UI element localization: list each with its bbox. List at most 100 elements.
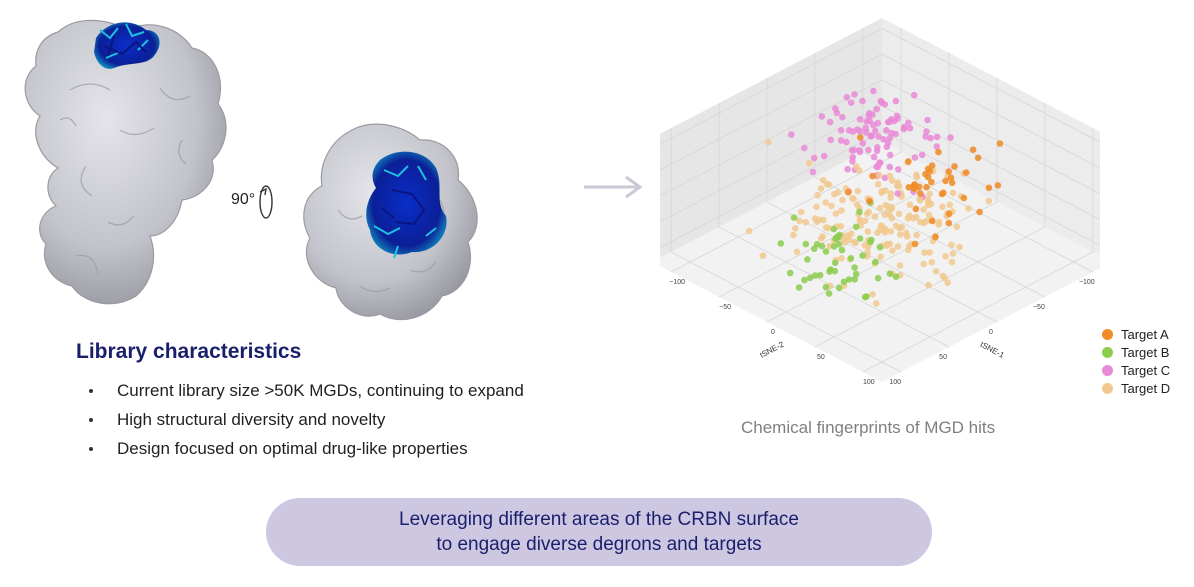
scatter-point	[862, 124, 870, 132]
scatter-point	[946, 201, 954, 209]
scatter-point	[854, 187, 862, 195]
scatter-point	[917, 190, 924, 197]
scatter-point	[903, 233, 911, 240]
scatter-point	[813, 218, 821, 226]
scatter-point	[826, 268, 833, 275]
scatter-point	[764, 138, 772, 146]
scatter-point	[849, 154, 856, 161]
scatter-point	[878, 222, 885, 230]
scatter-point	[900, 125, 908, 133]
scatter-point	[840, 278, 848, 286]
scatter-point	[870, 87, 877, 95]
scatter-point	[910, 91, 918, 99]
scatter-point	[974, 154, 982, 162]
scatter-point	[949, 250, 957, 257]
scatter-point	[928, 178, 935, 186]
legend-label: Target C	[1121, 363, 1171, 378]
tick-label: 0	[989, 329, 993, 336]
scatter-point	[822, 248, 830, 255]
scatter-point	[822, 283, 830, 291]
scatter-point	[938, 190, 946, 198]
scatter-point	[873, 147, 881, 155]
scatter-point	[838, 207, 845, 214]
scatter-point	[886, 270, 894, 278]
chart-caption: Chemical fingerprints of MGD hits	[741, 418, 996, 437]
scatter-point	[835, 240, 843, 248]
scatter-point	[918, 151, 926, 159]
scatter-point	[876, 243, 884, 251]
scatter-point	[839, 113, 846, 121]
scatter-point	[810, 154, 818, 162]
protein-surface-front	[24, 19, 227, 305]
banner-line: to engage diverse degrons and targets	[436, 534, 762, 555]
scatter-point	[892, 222, 900, 230]
tick-label: −100	[1079, 279, 1095, 286]
scatter-point	[810, 245, 818, 253]
scatter-point	[871, 213, 879, 220]
scatter-point	[911, 154, 919, 161]
scatter-point	[886, 163, 894, 171]
scatter-point	[872, 258, 879, 266]
scatter-point	[797, 208, 805, 216]
scatter-point	[759, 252, 767, 259]
scatter-point	[863, 210, 871, 218]
scatter-point	[886, 118, 893, 126]
scatter-point	[962, 169, 970, 176]
scatter-point	[911, 240, 919, 248]
scatter-point	[845, 127, 853, 134]
scatter-point	[777, 240, 785, 247]
scatter-point	[895, 210, 903, 218]
scatter-point	[825, 181, 833, 188]
scatter-point	[948, 179, 956, 187]
scatter-point	[869, 291, 876, 298]
scatter-point	[820, 216, 827, 224]
scatter-point	[923, 183, 930, 191]
scatter-point	[856, 235, 864, 242]
scatter-point	[865, 146, 872, 154]
scatter-point	[881, 211, 889, 218]
scatter-point	[911, 185, 918, 192]
rotate-icon	[259, 185, 273, 219]
scatter-point	[831, 267, 839, 275]
scatter-point	[866, 238, 874, 246]
scatter-point	[976, 208, 983, 216]
scatter-point	[889, 247, 896, 254]
scatter-point	[847, 254, 855, 262]
scatter-point	[904, 246, 912, 254]
scatter-point	[857, 134, 864, 141]
scatter-point	[892, 273, 900, 281]
scatter-point	[949, 189, 957, 197]
scatter-point	[886, 172, 894, 180]
scatter-point	[956, 243, 963, 251]
scatter-point	[951, 163, 958, 170]
legend-swatch	[1102, 383, 1113, 394]
scatter-point	[874, 229, 881, 236]
scatter-point	[837, 137, 845, 144]
scatter-point	[802, 218, 809, 226]
scatter-point	[894, 190, 901, 197]
scatter-point	[818, 242, 826, 250]
scatter-point	[859, 139, 867, 147]
scatter-point	[887, 190, 894, 197]
scatter-point	[897, 231, 904, 238]
scatter-point	[793, 248, 801, 256]
chart-points	[745, 87, 1004, 307]
scatter-point	[947, 134, 954, 141]
scatter-point	[942, 177, 949, 185]
scatter-point	[926, 190, 933, 198]
axis-label: tSNE-1	[979, 340, 1006, 360]
scatter-point	[792, 225, 799, 232]
scatter-point	[921, 249, 928, 256]
scatter-point	[856, 217, 864, 225]
scatter-point	[844, 189, 852, 196]
scatter-point	[874, 119, 882, 127]
scatter-point	[830, 225, 837, 233]
scatter-point	[947, 174, 955, 181]
scatter-point	[826, 118, 834, 126]
scatter-point	[932, 268, 940, 275]
scatter-point	[948, 258, 956, 266]
rotation-label: 90°	[231, 191, 256, 208]
grid-line	[670, 251, 902, 373]
scatter-point	[805, 159, 813, 167]
scatter-point	[855, 167, 863, 174]
